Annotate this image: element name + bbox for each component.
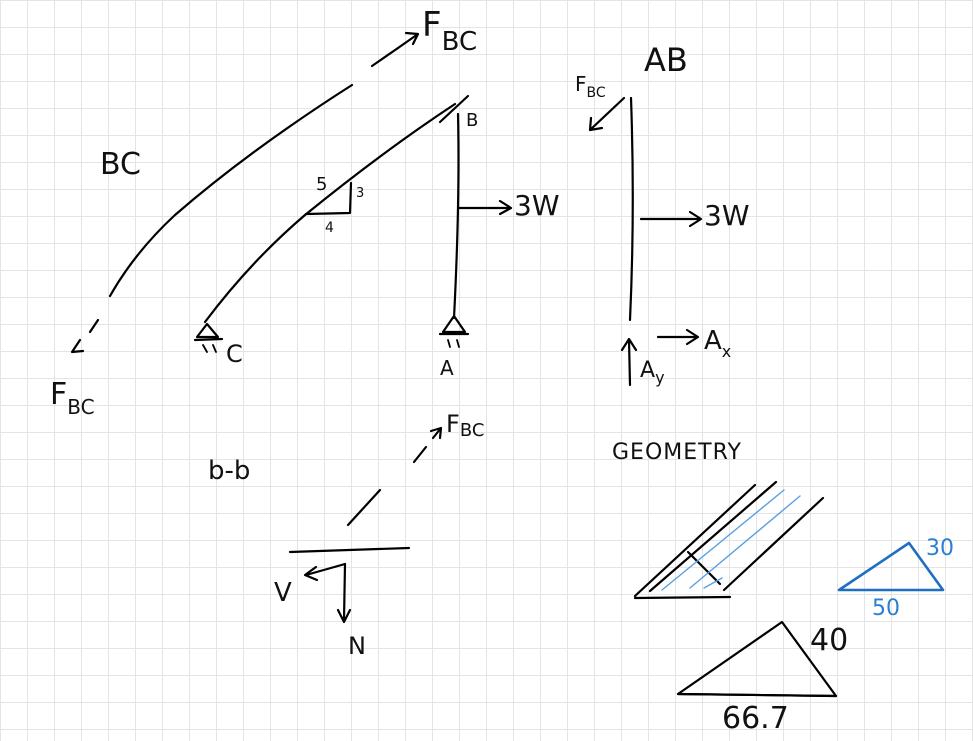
bc-force-top-symbol: F: [422, 5, 442, 45]
geo-cross: [686, 550, 722, 586]
ab-force-bc-symbol: F: [575, 72, 587, 96]
normal-label: N: [348, 632, 366, 660]
geo-blue-2: [689, 495, 801, 589]
large-triangle-base-label: 66.7: [722, 701, 789, 736]
support-c-label: C: [226, 340, 243, 368]
vertical-column: [452, 112, 460, 320]
shear-arrow: [303, 562, 347, 582]
frame-sketch: [193, 94, 513, 353]
bc-force-top-sub: BC: [441, 27, 478, 57]
geo-base: [633, 595, 732, 600]
ay-sub: y: [655, 368, 665, 387]
bc-force-bottom-sub: BC: [67, 395, 95, 419]
large-triangle-side-label: 40: [810, 623, 849, 658]
ax-arrow: [656, 328, 700, 346]
bc-force-top: FBC: [422, 5, 477, 55]
pin-support-a: [438, 314, 470, 336]
bc-arrow-bottom: [70, 338, 85, 354]
section-force-symbol: F: [446, 410, 460, 438]
geometry-title: GEOMETRY: [612, 440, 742, 465]
section-sketch: [288, 426, 443, 624]
section-stem: [342, 562, 347, 622]
normal-arrow: [336, 608, 352, 624]
bc-dash-lower: [88, 318, 100, 334]
section-arrow: [429, 426, 443, 440]
pin-support-c: [193, 322, 224, 342]
section-force-sub: BC: [459, 420, 485, 441]
small-triangle: [837, 541, 945, 592]
large-triangle-base: [676, 692, 838, 698]
ab-load-arrow: [639, 210, 703, 228]
section-title: b-b: [208, 456, 251, 486]
slope-hyp-label: 5: [316, 174, 328, 195]
shear-label: V: [274, 578, 292, 608]
ay-symbol: A: [640, 358, 656, 383]
small-triangle-base-label: 50: [872, 596, 900, 621]
bc-dash-upper: [370, 46, 400, 68]
ax-sub: x: [721, 342, 732, 361]
joint-b-label: B: [466, 110, 479, 131]
geo-blue-3: [703, 577, 723, 589]
bc-member-line: [108, 83, 354, 298]
ab-load-label: 3W: [704, 199, 750, 232]
geo-line-2: [648, 480, 778, 593]
slope-rise-label: 3: [356, 186, 365, 201]
ab-member-sketch: [588, 96, 703, 387]
geo-blue-1: [661, 489, 785, 591]
inclined-member-hatch: [438, 94, 470, 124]
fbc-arrow: [588, 96, 626, 132]
load-arrow-3w: [457, 199, 513, 216]
ab-force-bc: FBC: [575, 72, 606, 100]
geo-line-3: [722, 496, 825, 592]
bc-title: BC: [100, 147, 142, 182]
section-dash-1: [346, 488, 382, 527]
slope-run-label: 4: [325, 220, 334, 236]
frame-load-label: 3W: [514, 189, 560, 222]
ab-title: AB: [644, 41, 688, 79]
bc-force-bottom: FBC: [50, 377, 95, 418]
section-dash-2: [412, 445, 428, 464]
slope-triangle: [304, 181, 353, 216]
ax-symbol: A: [704, 326, 722, 356]
small-triangle-side-label: 30: [926, 536, 954, 561]
ab-force-bc-sub: BC: [586, 85, 606, 101]
geo-line-1: [633, 483, 757, 598]
bc-member-sketch: [70, 31, 420, 354]
bc-arrow-top: [396, 31, 420, 50]
ay-arrow: [620, 337, 638, 387]
support-hatch: [202, 339, 460, 353]
ab-column: [628, 96, 634, 322]
ay-label: Ay: [640, 358, 665, 386]
geometry-sketch: [633, 480, 945, 698]
inclined-member: [203, 102, 457, 324]
ax-label: Ax: [704, 326, 731, 360]
bc-force-bottom-symbol: F: [50, 377, 68, 412]
section-cut-line: [288, 546, 411, 554]
support-a-label: A: [440, 356, 454, 380]
section-force: FBC: [446, 410, 484, 440]
